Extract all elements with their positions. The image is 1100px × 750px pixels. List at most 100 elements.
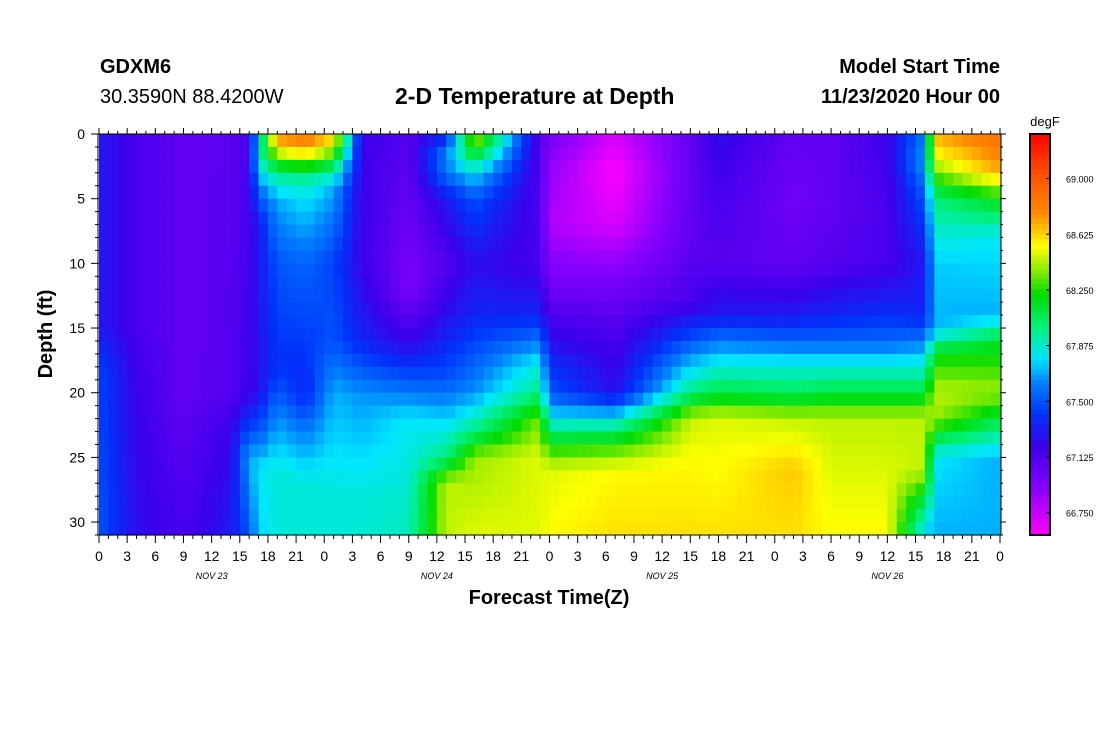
heatmap-cell [296,263,307,277]
heatmap-cell [127,198,138,213]
heatmap-cell [962,392,973,407]
heatmap-cell [314,340,325,355]
heatmap-cell [305,237,316,252]
heatmap-cell [990,134,1001,148]
heatmap-cell [502,185,513,200]
heatmap-cell [277,134,288,148]
heatmap-cell [361,263,372,277]
heatmap-cell [474,172,485,187]
heatmap-cell [399,405,410,420]
heatmap-cell [408,263,419,277]
heatmap-cell [371,315,382,329]
colorbar-tick-label: 69.000 [1066,175,1094,185]
heatmap-cell [831,211,842,226]
heatmap-cell [361,496,372,510]
heatmap-cell [371,509,382,523]
heatmap-cell [577,237,588,252]
heatmap-cell [821,328,832,342]
heatmap-cell [183,198,194,213]
heatmap-cell [877,198,888,213]
heatmap-cell [943,483,954,497]
heatmap-cell [108,250,119,264]
heatmap-cell [145,134,156,148]
heatmap-cell [502,340,513,355]
heatmap-cell [643,289,654,303]
heatmap-cell [812,198,823,213]
heatmap-cell [849,522,860,536]
heatmap-cell [737,146,748,161]
heatmap-cell [230,483,241,497]
heatmap-cell [221,172,231,187]
colorbar-band [1030,264,1050,270]
heatmap-cell [859,392,870,407]
heatmap-cell [615,146,626,161]
heatmap-cell [408,198,419,213]
heatmap-cell [324,289,335,303]
heatmap-cell [859,496,870,510]
heatmap-cell [324,509,335,523]
heatmap-cell [540,496,551,510]
heatmap-cell [108,483,119,497]
heatmap-cell [164,237,175,252]
heatmap-cell [633,134,644,148]
heatmap-cell [868,198,879,213]
heatmap-cell [305,509,316,523]
heatmap-cell [727,159,738,174]
heatmap-cell [840,496,851,510]
heatmap-cell [427,340,438,355]
x-tick-label: 9 [630,548,638,564]
heatmap-cell [502,418,513,433]
heatmap-cell [493,457,504,471]
heatmap-cell [371,211,382,226]
heatmap-cell [802,328,813,342]
heatmap-cell [831,198,842,213]
heatmap-cell [145,522,156,536]
heatmap-cell [446,418,457,433]
heatmap-cell [718,496,729,510]
heatmap-cell [380,366,391,381]
heatmap-cell [296,496,307,510]
heatmap-cell [521,263,532,277]
heatmap-cell [521,405,532,420]
heatmap-cell [981,328,992,342]
heatmap-cell [568,328,579,342]
heatmap-cell [427,353,438,368]
heatmap-cell [887,405,898,420]
heatmap-cell [596,134,607,148]
heatmap-cell [540,444,551,458]
heatmap-cell [493,496,504,510]
colorbar-band [1030,484,1050,491]
heatmap-cell [896,224,907,239]
heatmap-cell [746,444,757,458]
heatmap-cell [906,146,917,161]
heatmap-cell [239,431,250,446]
heatmap-cell [127,224,138,239]
heatmap-cell [953,134,964,148]
heatmap-cell [343,353,354,368]
heatmap-cell [493,250,504,264]
heatmap-cell [343,159,354,174]
heatmap-cell [868,431,879,446]
heatmap-cell [99,405,109,420]
heatmap-cell [530,392,541,407]
heatmap-cell [258,366,269,381]
heatmap-cell [671,224,682,239]
heatmap-cell [605,470,616,484]
heatmap-cell [455,509,466,523]
colorbar-band [1030,434,1050,441]
heatmap-cell [352,302,363,316]
heatmap-cell [286,418,297,433]
heatmap-cell [737,250,748,264]
heatmap-cell [296,379,307,394]
heatmap-cell [587,185,598,200]
heatmap-cell [690,431,701,446]
heatmap-cell [746,457,757,471]
heatmap-cell [343,211,354,226]
heatmap-cell [812,522,823,536]
heatmap-cell [108,509,119,523]
heatmap-cell [765,392,776,407]
heatmap-cell [943,457,954,471]
heatmap-cell [221,418,231,433]
heatmap-cell [577,328,588,342]
heatmap-cell [277,509,288,523]
